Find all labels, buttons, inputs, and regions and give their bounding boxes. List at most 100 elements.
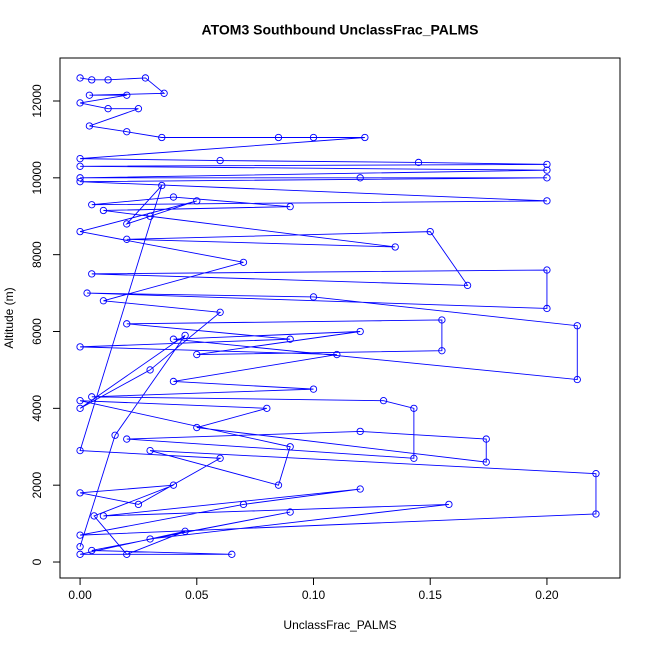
point — [85, 122, 94, 130]
point — [309, 385, 318, 393]
point — [356, 427, 364, 436]
point — [426, 227, 434, 236]
point — [410, 404, 418, 412]
point — [274, 133, 283, 142]
point — [146, 446, 154, 455]
point — [286, 335, 294, 343]
point — [85, 91, 94, 99]
point — [158, 133, 166, 142]
y-tick-label: 12000 — [30, 84, 44, 118]
point — [99, 512, 108, 520]
point — [286, 508, 294, 516]
point — [169, 377, 178, 386]
point — [158, 181, 166, 190]
point — [76, 397, 84, 405]
point — [543, 266, 551, 274]
point — [76, 227, 84, 236]
point — [274, 481, 283, 489]
point — [76, 489, 84, 497]
point — [88, 270, 96, 278]
y-tick-label: 8000 — [30, 241, 44, 268]
point — [88, 546, 96, 555]
point — [99, 206, 108, 215]
point — [573, 322, 581, 330]
point — [104, 105, 112, 113]
point — [414, 158, 423, 167]
point — [146, 535, 154, 543]
point — [76, 543, 84, 551]
point — [216, 308, 224, 316]
point — [76, 162, 84, 170]
point — [141, 74, 150, 82]
point — [123, 128, 131, 136]
series-line — [79, 77, 597, 555]
point — [379, 397, 388, 405]
point — [216, 156, 224, 165]
point — [543, 166, 551, 174]
x-tick-label: 0.00 — [68, 588, 92, 602]
point — [592, 470, 600, 478]
point — [83, 289, 91, 297]
point — [76, 343, 84, 351]
point — [76, 74, 84, 82]
chart-title: ATOM3 Southbound UnclassFrac_PALMS — [202, 22, 479, 38]
point — [239, 500, 248, 509]
point — [438, 347, 446, 355]
point — [391, 243, 399, 251]
point — [76, 174, 84, 182]
point — [438, 316, 446, 324]
point — [123, 220, 131, 228]
point — [76, 531, 84, 539]
point — [123, 550, 131, 558]
x-tick-label: 0.15 — [419, 588, 443, 602]
point — [111, 431, 119, 439]
y-tick-label: 2000 — [30, 472, 44, 499]
point — [445, 500, 453, 509]
point — [543, 304, 551, 313]
point — [361, 133, 369, 142]
point — [90, 512, 98, 520]
point — [76, 99, 84, 107]
point — [216, 454, 224, 462]
point — [160, 89, 168, 97]
point — [286, 443, 294, 451]
y-tick-label: 4000 — [30, 395, 44, 422]
point — [193, 350, 201, 359]
plot-frame — [59, 57, 621, 579]
point — [88, 76, 96, 84]
point — [88, 201, 96, 209]
y-tick-label: 6000 — [30, 318, 44, 345]
point — [482, 435, 490, 443]
x-tick-label: 0.05 — [185, 588, 209, 602]
point — [309, 133, 318, 142]
point — [123, 235, 131, 243]
point — [134, 500, 143, 509]
point — [286, 202, 294, 211]
point — [228, 550, 236, 558]
point — [463, 281, 472, 290]
point — [146, 212, 154, 220]
point — [193, 197, 201, 205]
point — [76, 446, 84, 455]
point — [543, 197, 551, 205]
point — [76, 178, 84, 186]
point — [169, 481, 178, 489]
point — [356, 327, 364, 336]
point — [309, 293, 318, 301]
point — [146, 366, 154, 374]
point — [76, 550, 84, 558]
y-axis-label: Altitude (m) — [2, 287, 16, 348]
point — [181, 527, 189, 535]
x-tick-label: 0.10 — [302, 588, 326, 602]
point — [482, 458, 490, 466]
point — [134, 105, 143, 113]
point — [169, 193, 178, 201]
point — [123, 435, 131, 443]
point — [169, 335, 178, 343]
point — [543, 174, 551, 182]
point — [333, 350, 341, 359]
point — [76, 404, 84, 412]
point — [123, 320, 131, 328]
point — [123, 91, 131, 99]
point — [410, 454, 418, 462]
